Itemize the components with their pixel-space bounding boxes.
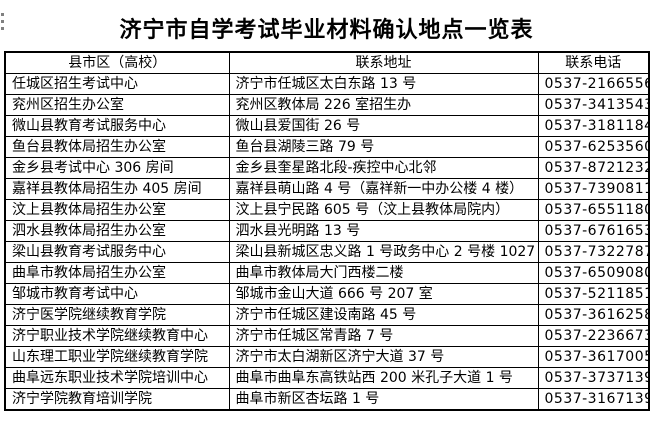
table-row: 济宁医学院继续教育学院 济宁市任城区建设南路 45 号 0537-3616258 <box>4 304 650 326</box>
district-cell: 邹城市教育考试中心 <box>4 283 230 305</box>
address-cell: 梁山县新城区忠义路 1 号政务中心 2 号楼 1027 室 <box>228 241 539 263</box>
page-title: 济宁市自学考试毕业材料确认地点一览表 <box>119 18 534 43</box>
corner-dots-icon <box>1 13 4 30</box>
phone-cell: 0537-6509080 <box>537 262 650 284</box>
phone-cell: 0537-8721232 <box>537 157 650 179</box>
table-row: 山东理工职业学院继续教育学院 济宁市太白湖新区济宁大道 37 号 0537-3617… <box>4 346 650 368</box>
address-cell: 嘉祥县萌山路 4 号（嘉祥新一中办公楼 4 楼） <box>228 178 539 200</box>
phone-cell: 0537-6253560 <box>537 136 650 158</box>
address-cell: 邹城市金山大道 666 号 207 室 <box>228 283 539 305</box>
phone-cell: 0537-3616258 <box>537 304 650 326</box>
address-cell: 汶上县宁民路 605 号（汶上县教体局院内） <box>228 199 539 221</box>
address-cell: 曲阜市曲阜东高铁站西 200 米孔子大道 1 号 <box>228 367 539 389</box>
header-row: 县市区（高校） 联系地址 联系电话 <box>4 51 650 74</box>
district-cell: 鱼台县教体局招生办公室 <box>4 136 230 158</box>
table-row: 嘉祥县教体局招生办 405 房间 嘉祥县萌山路 4 号（嘉祥新一中办公楼 4 楼）… <box>4 178 650 200</box>
phone-cell: 0537-3737139 <box>537 367 650 389</box>
address-cell: 兖州区教体局 226 室招生办 <box>228 94 539 116</box>
address-cell: 微山县爱国街 26 号 <box>228 115 539 137</box>
table-row: 任城区招生考试中心 济宁市任城区太白东路 13 号 0537-2166556 <box>4 73 650 95</box>
phone-cell: 0537-5211851 <box>537 283 650 305</box>
phone-cell: 0537-6551180 <box>537 199 650 221</box>
address-cell: 济宁市太白湖新区济宁大道 37 号 <box>228 346 539 368</box>
table-row: 汶上县教体局招生办公室 汶上县宁民路 605 号（汶上县教体局院内） 0537-65… <box>4 199 650 221</box>
address-cell: 济宁市任城区常青路 7 号 <box>228 325 539 347</box>
table-body: 任城区招生考试中心 济宁市任城区太白东路 13 号 0537-2166556 兖州区招… <box>4 73 650 411</box>
district-cell: 嘉祥县教体局招生办 405 房间 <box>4 178 230 200</box>
header-phone: 联系电话 <box>537 51 650 74</box>
address-cell: 曲阜市教体局大门西楼二楼 <box>228 262 539 284</box>
dot-icon <box>1 13 4 16</box>
district-cell: 济宁学院教育培训学院 <box>4 388 230 411</box>
phone-cell: 0537-7322787 <box>537 241 650 263</box>
phone-cell: 0537-2166556 <box>537 73 650 95</box>
table-header: 县市区（高校） 联系地址 联系电话 <box>4 51 650 74</box>
table-row: 邹城市教育考试中心 邹城市金山大道 666 号 207 室 0537-5211851 <box>4 283 650 305</box>
address-cell: 泗水县光明路 13 号 <box>228 220 539 242</box>
district-cell: 曲阜远东职业技术学院培训中心 <box>4 367 230 389</box>
table-row: 金乡县考试中心 306 房间 金乡县奎星路北段-疾控中心北邻 0537-872123… <box>4 157 650 179</box>
table-row: 梁山县教育考试服务中心 梁山县新城区忠义路 1 号政务中心 2 号楼 1027 室… <box>4 241 650 263</box>
dot-icon <box>1 20 4 23</box>
district-cell: 山东理工职业学院继续教育学院 <box>4 346 230 368</box>
district-cell: 梁山县教育考试服务中心 <box>4 241 230 263</box>
header-district: 县市区（高校） <box>4 51 230 74</box>
address-cell: 鱼台县湖陵三路 79 号 <box>228 136 539 158</box>
table-row: 济宁职业技术学院继续教育中心 济宁市任城区常青路 7 号 0537-2236673 <box>4 325 650 347</box>
district-cell: 泗水县教体局招生办公室 <box>4 220 230 242</box>
phone-cell: 0537-3167139 <box>537 388 650 411</box>
table-row: 微山县教育考试服务中心 微山县爱国街 26 号 0537-3181184 <box>4 115 650 137</box>
phone-cell: 0537-7390811 <box>537 178 650 200</box>
phone-cell: 0537-2236673 <box>537 325 650 347</box>
address-cell: 曲阜市新区杏坛路 1 号 <box>228 388 539 411</box>
table-row: 兖州区招生办公室 兖州区教体局 226 室招生办 0537-3413543 <box>4 94 650 116</box>
address-cell: 金乡县奎星路北段-疾控中心北邻 <box>228 157 539 179</box>
district-cell: 济宁医学院继续教育学院 <box>4 304 230 326</box>
table-row: 曲阜市教体局招生办公室 曲阜市教体局大门西楼二楼 0537-6509080 <box>4 262 650 284</box>
district-cell: 金乡县考试中心 306 房间 <box>4 157 230 179</box>
dot-icon <box>1 27 4 30</box>
phone-cell: 0537-3181184 <box>537 115 650 137</box>
table-row: 泗水县教体局招生办公室 泗水县光明路 13 号 0537-6761653 <box>4 220 650 242</box>
locations-table: 县市区（高校） 联系地址 联系电话 任城区招生考试中心 济宁市任城区太白东路 13… <box>4 51 650 411</box>
district-cell: 微山县教育考试服务中心 <box>4 115 230 137</box>
header-address: 联系地址 <box>228 51 539 74</box>
district-cell: 任城区招生考试中心 <box>4 73 230 95</box>
address-cell: 济宁市任城区建设南路 45 号 <box>228 304 539 326</box>
table-row: 曲阜远东职业技术学院培训中心 曲阜市曲阜东高铁站西 200 米孔子大道 1 号 05… <box>4 367 650 389</box>
table-row: 济宁学院教育培训学院 曲阜市新区杏坛路 1 号 0537-3167139 <box>4 388 650 411</box>
phone-cell: 0537-3413543 <box>537 94 650 116</box>
phone-cell: 0537-3617005 <box>537 346 650 368</box>
phone-cell: 0537-6761653 <box>537 220 650 242</box>
district-cell: 济宁职业技术学院继续教育中心 <box>4 325 230 347</box>
address-cell: 济宁市任城区太白东路 13 号 <box>228 73 539 95</box>
district-cell: 曲阜市教体局招生办公室 <box>4 262 230 284</box>
district-cell: 兖州区招生办公室 <box>4 94 230 116</box>
table-row: 鱼台县教体局招生办公室 鱼台县湖陵三路 79 号 0537-6253560 <box>4 136 650 158</box>
district-cell: 汶上县教体局招生办公室 <box>4 199 230 221</box>
